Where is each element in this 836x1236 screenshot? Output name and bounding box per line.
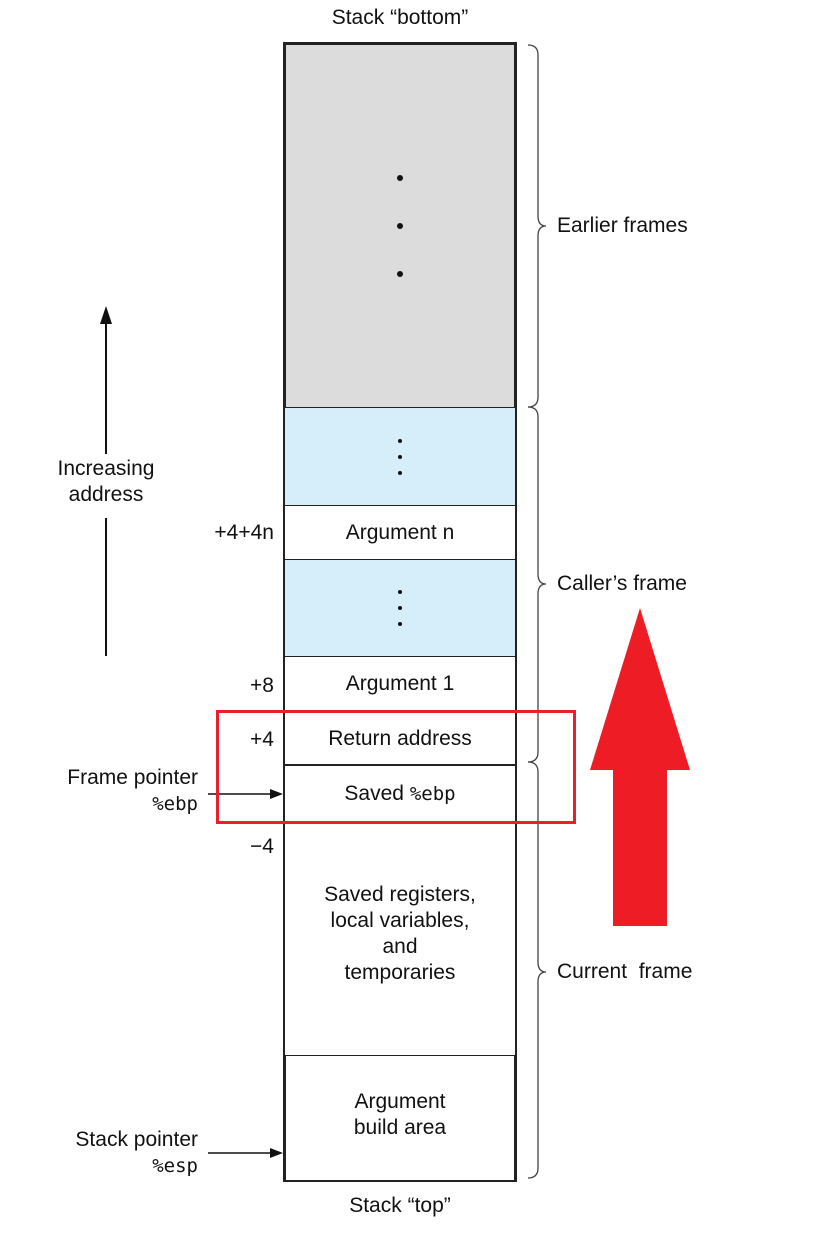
argument-build-line-2: build area bbox=[353, 1116, 447, 1139]
offset-return: +4 bbox=[250, 728, 274, 751]
increasing-address-label: Increasing address bbox=[36, 456, 176, 508]
argument-n-cell: Argument n bbox=[284, 505, 516, 560]
callers-frame-label: Caller’s frame bbox=[557, 572, 687, 595]
argument-build-line-1: Argument bbox=[354, 1090, 446, 1113]
stack-pointer-label: Stack pointer %esp bbox=[30, 1127, 198, 1179]
argument-build-area-cell: Argument build area bbox=[284, 1055, 516, 1182]
saved-registers-line-4: temporaries bbox=[344, 961, 456, 984]
saved-ebp-prefix: Saved bbox=[344, 781, 410, 805]
big-up-arrow-icon bbox=[590, 608, 690, 926]
return-address-label: Return address bbox=[328, 727, 472, 750]
saved-registers-cell: Saved registers, local variables, and te… bbox=[284, 821, 516, 1057]
saved-registers-line-2: local variables, bbox=[330, 909, 470, 932]
return-address-cell: Return address bbox=[284, 711, 516, 767]
saved-registers-line-3: and bbox=[382, 935, 418, 958]
frame-braces-icon bbox=[527, 44, 547, 1179]
frame-pointer-register: %ebp bbox=[152, 793, 198, 815]
offset-minus-4: −4 bbox=[250, 835, 274, 858]
earlier-frames-label: Earlier frames bbox=[557, 214, 688, 237]
offset-arg-n: +4+4n bbox=[214, 521, 274, 544]
saved-registers-line-1: Saved registers, bbox=[324, 883, 476, 906]
saved-ebp-label: Saved %ebp bbox=[344, 781, 455, 807]
increasing-address-arrow-icon bbox=[100, 306, 112, 656]
saved-ebp-cell: Saved %ebp bbox=[284, 764, 516, 822]
increasing-address-line-2: address bbox=[68, 483, 144, 506]
earlier-frames-block bbox=[284, 43, 516, 409]
argument-1-cell: Argument 1 bbox=[284, 656, 516, 712]
vertical-ellipsis-icon bbox=[397, 175, 403, 277]
stack-pointer-arrow-icon bbox=[208, 1148, 283, 1158]
increasing-address-line-1: Increasing bbox=[57, 457, 155, 480]
caller-args-gap-top bbox=[284, 407, 516, 506]
vertical-ellipsis-icon bbox=[398, 438, 402, 475]
stack-top-label: Stack “top” bbox=[349, 1194, 451, 1217]
stack-bottom-label: Stack “bottom” bbox=[331, 6, 469, 29]
argument-n-label: Argument n bbox=[345, 520, 455, 544]
argument-1-label: Argument 1 bbox=[345, 672, 455, 695]
saved-ebp-register: %ebp bbox=[409, 782, 456, 805]
frame-pointer-label: Frame pointer %ebp bbox=[30, 765, 198, 817]
frame-pointer-text: Frame pointer bbox=[67, 766, 198, 789]
offset-arg-1: +8 bbox=[250, 674, 274, 697]
stack-pointer-text: Stack pointer bbox=[75, 1128, 198, 1151]
frame-pointer-arrow-icon bbox=[208, 789, 283, 799]
stack-pointer-register: %esp bbox=[152, 1155, 198, 1177]
current-frame-label: Current frame bbox=[557, 960, 693, 983]
vertical-ellipsis-icon bbox=[398, 590, 402, 626]
highlight-box bbox=[216, 710, 576, 824]
caller-args-gap-bottom bbox=[284, 559, 516, 657]
